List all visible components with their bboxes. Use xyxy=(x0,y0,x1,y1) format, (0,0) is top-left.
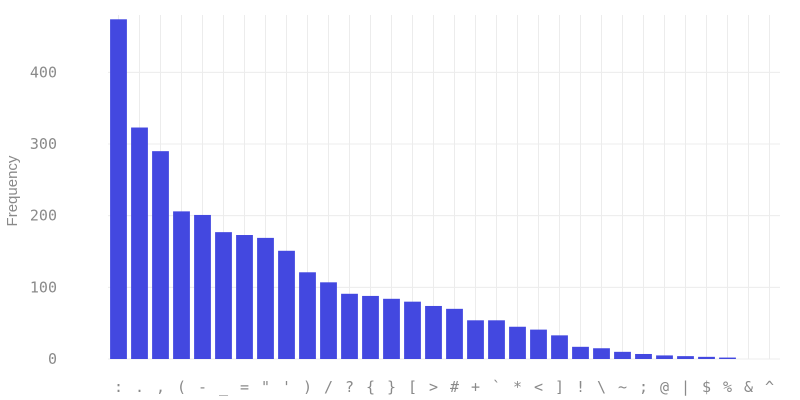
x-tick-label: . xyxy=(135,378,144,396)
bar xyxy=(299,272,316,359)
x-tick-label: ` xyxy=(492,378,501,396)
bar xyxy=(509,326,526,359)
bar xyxy=(173,211,190,359)
x-tick-label: ! xyxy=(576,378,585,396)
bar xyxy=(278,250,295,359)
bar xyxy=(593,348,610,359)
bar xyxy=(446,308,463,359)
bar xyxy=(635,353,652,359)
y-tick-label: 200 xyxy=(30,207,57,225)
x-tick-label: @ xyxy=(660,378,669,396)
x-tick-label: ( xyxy=(177,378,186,396)
bar xyxy=(614,351,631,359)
x-tick-label: ^ xyxy=(765,378,774,396)
x-tick-label: > xyxy=(429,378,438,396)
bar xyxy=(551,335,568,359)
x-tick-label: : xyxy=(114,378,123,396)
x-tick-label: $ xyxy=(702,378,711,396)
bar xyxy=(530,329,547,359)
bar xyxy=(341,293,358,359)
bar xyxy=(383,298,400,359)
x-tick-label: _ xyxy=(219,378,229,396)
y-axis-label: Frequency xyxy=(4,155,21,226)
y-tick-label: 300 xyxy=(30,135,57,153)
x-tick-label: < xyxy=(534,378,543,396)
bar xyxy=(572,346,589,359)
bar xyxy=(425,305,442,359)
x-tick-label: = xyxy=(240,378,249,396)
bars xyxy=(110,19,736,360)
x-tick-label: [ xyxy=(408,378,417,396)
x-tick-label: / xyxy=(324,378,333,396)
x-tick-label: % xyxy=(723,378,732,396)
x-tick-label: ] xyxy=(555,378,564,396)
x-tick-label: ~ xyxy=(618,378,627,396)
x-tick-label: + xyxy=(471,378,480,396)
x-tick-label: } xyxy=(387,378,396,396)
bar xyxy=(698,356,715,359)
x-tick-label: * xyxy=(513,378,522,396)
y-tick-label: 400 xyxy=(30,63,57,81)
x-tick-label: # xyxy=(450,378,459,396)
bar xyxy=(488,320,505,359)
bar xyxy=(656,355,673,359)
x-tick-label: " xyxy=(261,378,270,396)
bar xyxy=(467,320,484,359)
x-tick-label: | xyxy=(681,378,690,396)
x-tick-label: , xyxy=(156,378,165,396)
x-tick-label: ' xyxy=(282,378,291,396)
bar xyxy=(257,237,274,359)
bar xyxy=(362,295,379,359)
x-axis-ticks: :., (- _ = " ') /? {} [ > # + ` * <]! \ ~; @ | $% & ^ xyxy=(114,378,774,396)
x-tick-label: { xyxy=(366,378,375,396)
bar xyxy=(320,282,337,359)
y-tick-label: 100 xyxy=(30,278,57,296)
x-tick-label: ) xyxy=(303,378,312,396)
bar xyxy=(110,19,127,360)
x-tick-label: - xyxy=(198,378,207,396)
bar xyxy=(194,214,211,359)
bar xyxy=(719,357,736,359)
y-axis-ticks: 0 100 200 300 400 xyxy=(30,63,57,368)
bar xyxy=(404,301,421,359)
x-tick-label: ? xyxy=(345,378,354,396)
x-tick-label: ; xyxy=(639,378,648,396)
bar xyxy=(131,127,148,360)
x-tick-label: \ xyxy=(597,378,606,396)
bar xyxy=(152,151,169,359)
bar xyxy=(677,356,694,359)
bar xyxy=(236,235,253,359)
x-tick-label: & xyxy=(744,378,753,396)
y-tick-label: 0 xyxy=(48,350,57,368)
bar xyxy=(215,232,232,359)
